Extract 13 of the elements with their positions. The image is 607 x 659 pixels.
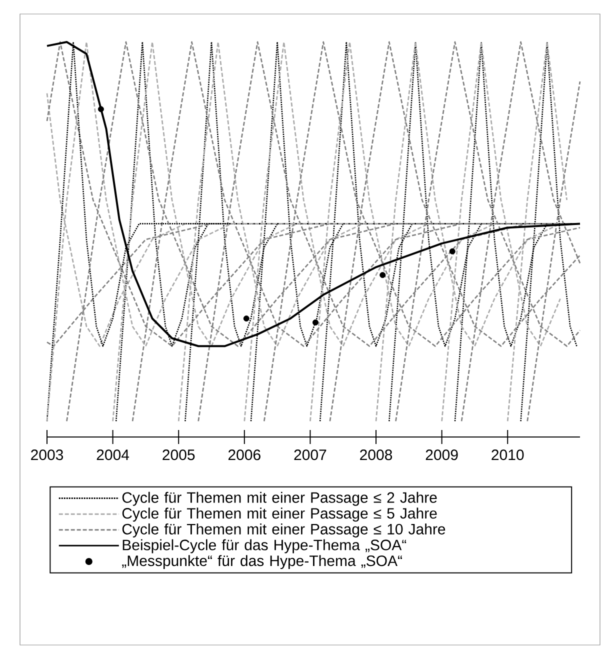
x-tick-label: 2003 [31, 450, 64, 460]
x-tick-label: 2010 [492, 450, 524, 460]
x-tick-label: 2007 [294, 450, 326, 460]
legend-label: „Messpunkte“ für das Hype-Thema „SOA“ [122, 555, 402, 570]
x-tick-label: 2009 [426, 450, 458, 460]
x-tick-label: 2006 [228, 450, 260, 460]
x-tick-label: 2005 [162, 450, 195, 460]
x-tick-label: 2004 [96, 450, 130, 460]
legend-label: Cycle für Themen mit einer Passage ≤ 2 Jahre [122, 492, 437, 506]
x-tick-label: 2008 [360, 450, 392, 460]
legend-label: Beispiel-Cycle für das Hype-Thema „SOA“ [122, 539, 406, 554]
legend-label: Cycle für Themen mit einer Passage ≤ 10 Jahre [122, 523, 446, 538]
legend-label: Cycle für Themen mit einer Passage ≤ 5 Jahre [122, 508, 437, 522]
